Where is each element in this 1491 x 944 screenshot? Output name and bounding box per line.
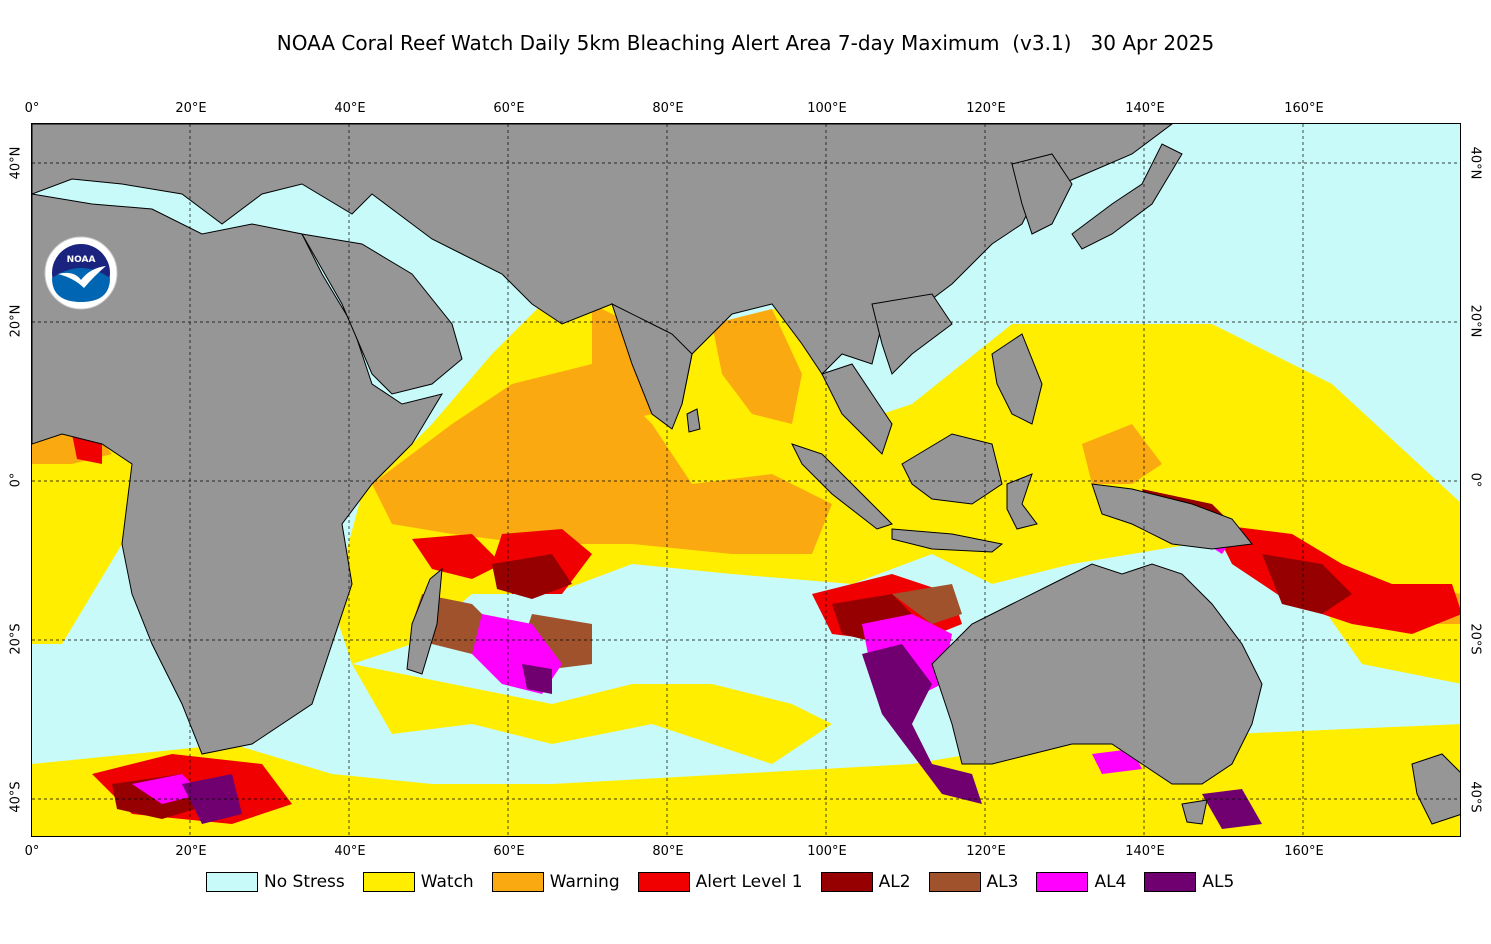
legend-swatch <box>491 872 544 892</box>
legend-label: AL5 <box>1202 872 1235 892</box>
legend-label: AL2 <box>878 872 911 892</box>
right-tick-label: 0° <box>1467 472 1483 488</box>
top-tick-label: 140°E <box>1125 101 1165 116</box>
top-tick-label: 0° <box>24 101 40 116</box>
top-tick-label: 100°E <box>807 101 847 116</box>
legend-swatch <box>362 872 415 892</box>
top-tick-label: 160°E <box>1284 101 1324 116</box>
logo-text: NOAA <box>67 255 96 265</box>
map-area[interactable] <box>31 123 1461 837</box>
bottom-tick-label: 60°E <box>493 844 525 859</box>
left-tick-label: 0° <box>8 472 24 488</box>
left-tick-label: 40°N <box>8 146 24 180</box>
legend-item: AL5 <box>1144 872 1234 892</box>
bottom-tick-label: 100°E <box>807 844 847 859</box>
bottom-tick-label: 20°E <box>175 844 207 859</box>
legend-label: No Stress <box>264 872 345 892</box>
right-tick-label: 40°N <box>1467 146 1483 180</box>
legend-swatch <box>637 872 690 892</box>
legend-label: AL4 <box>1094 872 1127 892</box>
legend-label: Watch <box>420 872 474 892</box>
graticule <box>32 124 1460 836</box>
top-tick-label: 60°E <box>493 101 525 116</box>
bottom-tick-label: 0° <box>24 844 40 859</box>
top-tick-label: 120°E <box>966 101 1006 116</box>
top-tick-label: 40°E <box>334 101 366 116</box>
map-canvas <box>32 124 1460 836</box>
legend-label: Alert Level 1 <box>695 872 803 892</box>
left-tick-label: 20°S <box>8 623 24 655</box>
legend-swatch <box>928 872 981 892</box>
legend-item: AL4 <box>1036 872 1126 892</box>
bottom-tick-label: 160°E <box>1284 844 1324 859</box>
legend-swatch <box>206 872 258 892</box>
land-masses <box>32 124 1460 825</box>
bottom-tick-label: 120°E <box>966 844 1006 859</box>
legend-label: Warning <box>549 872 620 892</box>
legend-item: No Stress <box>206 872 345 892</box>
top-tick-label: 20°E <box>175 101 207 116</box>
legend: No Stress Watch Warning Alert Level 1 AL2 AL3… <box>206 872 1252 892</box>
legend-item: AL2 <box>820 872 911 892</box>
left-tick-label: 20°N <box>8 304 24 338</box>
legend-swatch <box>820 872 873 892</box>
map-title: NOAA Coral Reef Watch Daily 5km Bleachin… <box>276 31 1215 55</box>
legend-item: Alert Level 1 <box>637 872 803 892</box>
bottom-tick-label: 80°E <box>652 844 684 859</box>
top-tick-label: 80°E <box>652 101 684 116</box>
noaa-logo-icon: NOAA <box>44 236 118 310</box>
right-tick-label: 20°S <box>1467 623 1483 655</box>
legend-label: AL3 <box>986 872 1019 892</box>
bottom-tick-label: 40°E <box>334 844 366 859</box>
legend-item: Warning <box>491 872 620 892</box>
legend-item: Watch <box>362 872 474 892</box>
legend-swatch <box>1144 872 1197 892</box>
right-tick-label: 40°S <box>1467 781 1483 813</box>
legend-item: AL3 <box>928 872 1019 892</box>
left-tick-label: 40°S <box>8 781 24 813</box>
bottom-tick-label: 140°E <box>1125 844 1165 859</box>
legend-swatch <box>1036 872 1089 892</box>
right-tick-label: 20°N <box>1467 304 1483 338</box>
